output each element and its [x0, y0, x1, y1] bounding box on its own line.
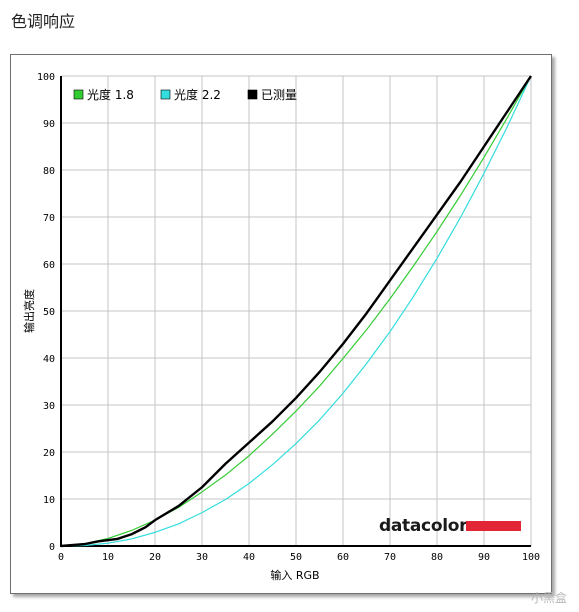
x-tick-label: 70 — [384, 552, 396, 563]
x-tick-label: 0 — [58, 552, 64, 563]
brand-wordmark: datacolor — [379, 516, 468, 536]
y-tick-label: 90 — [43, 119, 55, 130]
y-tick-label: 100 — [37, 72, 55, 83]
chart-frame: 0 10 20 30 40 50 60 70 80 90 100 0 10 20 30 40 50 60 70 80 9… — [10, 54, 552, 594]
series-line-1 — [60, 75, 532, 547]
y-tick-label: 50 — [43, 307, 55, 318]
legend-label-3: 已测量 — [261, 88, 297, 102]
legend-swatch-2 — [160, 89, 171, 100]
x-tick-label: 50 — [290, 552, 302, 563]
axes — [60, 76, 531, 547]
datacolor-logo: datacolor — [379, 516, 521, 536]
y-tick-label: 70 — [43, 213, 55, 224]
x-tick-label: 20 — [149, 552, 161, 563]
legend-swatch-1 — [73, 89, 84, 100]
legend-swatch-3 — [247, 89, 258, 100]
grid — [60, 75, 532, 547]
legend-label-1: 光度 1.8 — [87, 87, 134, 102]
tick-labels: 0 10 20 30 40 50 60 70 80 90 100 0 10 20 30 40 50 60 70 80 9… — [37, 72, 540, 563]
y-tick-label: 20 — [43, 448, 55, 459]
x-axis-label: 输入 RGB — [270, 568, 319, 582]
x-tick-label: 60 — [337, 552, 349, 563]
series-line-2 — [60, 75, 532, 547]
y-tick-label: 0 — [49, 542, 55, 553]
tone-response-chart: 0 10 20 30 40 50 60 70 80 90 100 0 10 20 30 40 50 60 70 80 9… — [22, 72, 540, 582]
x-tick-label: 100 — [522, 552, 540, 563]
x-tick-label: 80 — [431, 552, 443, 563]
page-title: 色调响应 — [11, 14, 76, 31]
y-tick-label: 80 — [43, 166, 55, 177]
y-tick-label: 40 — [43, 354, 55, 365]
x-tick-label: 40 — [243, 552, 255, 563]
legend-label-2: 光度 2.2 — [174, 87, 221, 102]
legend: 光度 1.8 光度 2.2 已测量 — [73, 87, 297, 102]
series — [60, 75, 532, 548]
series-line-3 — [60, 75, 532, 548]
x-tick-label: 90 — [478, 552, 490, 563]
watermark: 小黑盒 — [530, 591, 567, 605]
brand-accent-bar — [466, 521, 521, 531]
y-tick-label: 60 — [43, 260, 55, 271]
y-tick-label: 10 — [43, 495, 55, 506]
y-tick-label: 30 — [43, 401, 55, 412]
x-tick-label: 10 — [102, 552, 114, 563]
x-tick-label: 30 — [196, 552, 208, 563]
y-axis-label: 输出亮度 — [22, 289, 36, 333]
